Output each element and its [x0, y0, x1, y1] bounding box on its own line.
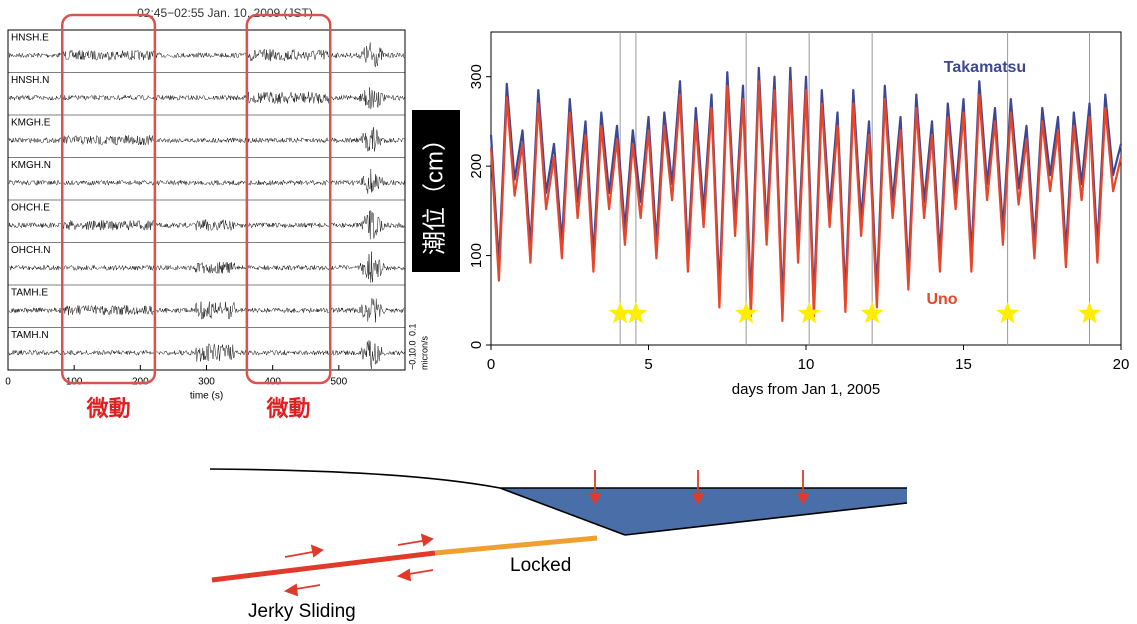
waveform: [8, 210, 405, 240]
x-tick-label: 300: [198, 377, 215, 388]
x-axis-label: time (s): [190, 391, 223, 402]
seafloor: [499, 487, 626, 536]
x-tick-label: 5: [644, 356, 652, 373]
trace-label: HNSH.N: [11, 75, 49, 86]
trace-label: TAMH.E: [11, 288, 48, 299]
highlight-box: [245, 13, 332, 385]
y-tick-label: 200: [468, 154, 485, 179]
series-name: Takamatsu: [944, 59, 1026, 76]
y-tick-label: 300: [468, 64, 485, 89]
chart-title: 02:45−02:55 Jan. 10, 2009 (JST): [137, 6, 313, 20]
trace-label-bg: [9, 202, 57, 214]
event-star: [624, 301, 648, 324]
locked-label: Locked: [510, 555, 571, 576]
event-star: [860, 301, 884, 324]
trace-label-bg: [9, 74, 57, 87]
event-star: [797, 301, 821, 324]
trace-label-bg: [9, 117, 57, 129]
plate-top: [624, 502, 908, 536]
sliding-label: Jerky Sliding: [248, 601, 356, 622]
trace-label: HNSH.E: [11, 33, 49, 44]
waveform: [8, 251, 405, 283]
trace-label-bg: [9, 287, 57, 299]
trace-label: OHCH.N: [11, 245, 50, 256]
event-star: [1078, 301, 1101, 324]
x-tick-label: 10: [798, 356, 815, 373]
waveform: [8, 298, 405, 323]
series-name: Uno: [926, 291, 957, 308]
trace-label-bg: [9, 159, 57, 172]
event-star: [608, 301, 632, 324]
scale-unit: micron/s: [419, 335, 429, 370]
sliding-zone: [211, 550, 436, 583]
event-star: [996, 301, 1019, 324]
subduction-diagram: Locked Jerky Sliding: [209, 468, 908, 622]
scale-label: 0.0: [407, 340, 417, 353]
x-tick-label: 0: [487, 356, 495, 373]
y-axis-label-bg: [412, 110, 460, 272]
trace-label-bg: [9, 32, 57, 44]
x-axis-label: days from Jan 1, 2005: [732, 381, 880, 398]
waveform: [8, 168, 405, 194]
surface: [209, 468, 907, 489]
arrows: [283, 470, 810, 597]
scale-label: −0.1: [407, 352, 417, 370]
trace-label: TAMH.N: [11, 330, 49, 341]
series-line: [489, 80, 1123, 322]
y-tick-label: 0: [468, 341, 485, 349]
x-tick-label: 15: [955, 356, 972, 373]
trace-label: KMGH.N: [11, 160, 51, 171]
trace-label-bg: [9, 244, 57, 257]
waveform: [8, 42, 405, 68]
waveform: [8, 126, 405, 152]
scale-label: 0.1: [407, 323, 417, 336]
trace-label-bg: [9, 329, 57, 342]
x-tick-label: 500: [330, 377, 347, 388]
highlight-box: [61, 13, 157, 385]
trace-label: KMGH.E: [11, 118, 51, 129]
y-axis-label: 潮位（cm）: [421, 127, 448, 255]
y-tick-label: 100: [468, 243, 485, 268]
waveform: [8, 340, 405, 369]
waveform: [8, 87, 405, 110]
x-tick-label: 20: [1113, 356, 1130, 373]
highlight-label: 微動: [266, 396, 311, 421]
event-star: [734, 301, 758, 324]
trace-label: OHCH.E: [11, 203, 50, 214]
locked-zone: [434, 535, 598, 556]
highlight-label: 微動: [86, 396, 131, 421]
x-tick-label: 0: [5, 377, 11, 388]
